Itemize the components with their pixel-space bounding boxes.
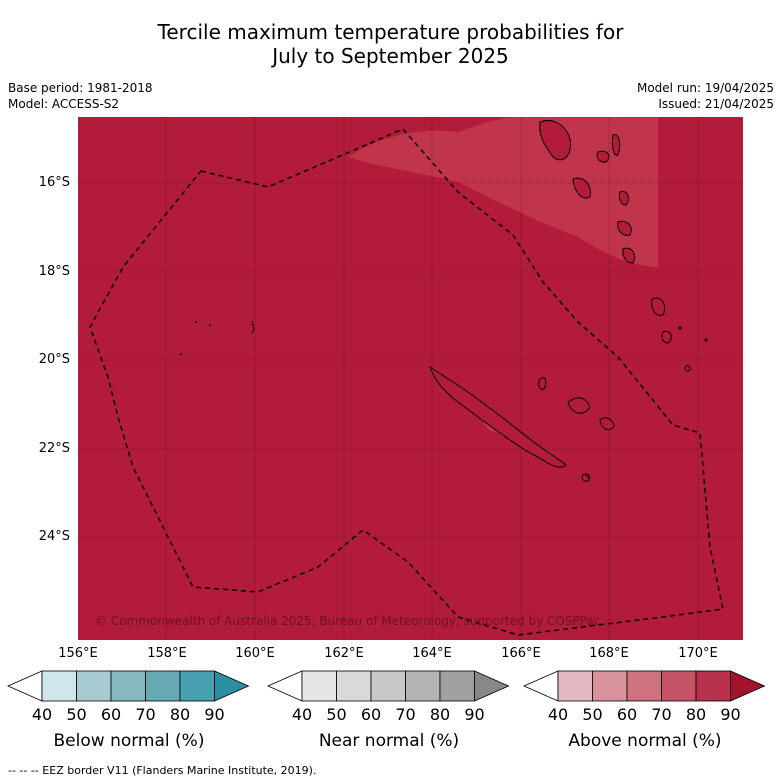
colorbar-under-arrow (523, 670, 559, 702)
copyright-notice: © Commonwealth of Australia 2025, Bureau… (95, 614, 601, 628)
epi-island (618, 190, 629, 206)
colorbar-tick-label: 60 (616, 705, 638, 724)
base-period: Base period: 1981-2018 (8, 81, 153, 95)
colorbar-tick-label: 90 (464, 705, 485, 724)
colorbar-tick-label: 40 (547, 705, 569, 724)
colorbar-segment (557, 670, 593, 702)
colorbar-tick-label: 90 (204, 705, 225, 724)
colorbar-segment (179, 670, 215, 702)
tanna-island (651, 297, 666, 316)
colorbar-segment (626, 670, 662, 702)
colorbar-segment (41, 670, 77, 702)
colorbar-segment (336, 670, 372, 702)
map-title-line1: Tercile maximum temperature probabilitie… (157, 20, 624, 44)
above-normal-70-region (348, 117, 658, 267)
ouvea-island (538, 377, 547, 390)
ambae-island (596, 150, 610, 163)
colorbar-segment (145, 670, 181, 702)
eez-footnote: -- -- -- EEZ border V11 (Flanders Marine… (8, 764, 317, 777)
lon-label-164e: 164°E (412, 646, 452, 661)
colorbars-svg (7, 670, 766, 702)
map-area: © Commonwealth of Australia 2025, Bureau… (78, 117, 743, 640)
malakula-island (572, 177, 592, 199)
colorbar-tick-label: 60 (360, 705, 382, 724)
lat-label-18s: 18°S (38, 264, 70, 279)
lon-label-168e: 168°E (589, 646, 629, 661)
small-islet-1 (195, 321, 197, 323)
matthew-island (585, 474, 591, 480)
colorbar-segment (301, 670, 337, 702)
colorbar-tick-label: 80 (169, 705, 191, 724)
colorbar-tick-label: 40 (31, 705, 53, 724)
colorbar-tick-label: 50 (66, 705, 87, 724)
new-caledonia-island (428, 365, 567, 468)
colorbar-tick-label: 80 (429, 705, 451, 724)
colorbar-segment (76, 670, 112, 702)
graticule (78, 117, 743, 640)
colorbar-segment (110, 670, 146, 702)
small-islet-5 (678, 326, 682, 330)
lon-label-170e: 170°E (678, 646, 718, 661)
colorbar-tick-label: 80 (685, 705, 707, 724)
small-islet-3 (180, 353, 182, 355)
colorbar-segment (405, 670, 441, 702)
chesterfield-reef (251, 320, 255, 334)
near-normal-colorbar (267, 670, 510, 702)
colorbar-under-arrow (267, 670, 303, 702)
colorbar-tick-label: 50 (326, 705, 347, 724)
eez-border (89, 128, 724, 636)
espiritu-santo-island (539, 120, 572, 161)
mare-island (599, 417, 615, 430)
aneityum-island (661, 330, 672, 344)
lon-label-160e: 160°E (235, 646, 275, 661)
lon-label-162e: 162°E (324, 646, 364, 661)
below-normal-colorbar (7, 670, 250, 702)
colorbar-segment (439, 670, 475, 702)
lon-label-156e: 156°E (58, 646, 98, 661)
small-islet-2 (209, 324, 211, 326)
colorbar-segment (661, 670, 697, 702)
pentecost-island (611, 133, 621, 156)
issued-date: Issued: 21/04/2025 (658, 97, 774, 111)
map-title-line2: July to September 2025 (272, 44, 509, 68)
colorbar-tick-label: 60 (100, 705, 122, 724)
colorbar-tick-label: 70 (135, 705, 156, 724)
walpole-island (684, 365, 691, 372)
below-normal-label: Below normal (%) (53, 731, 205, 751)
colorbar-tick-label: 50 (582, 705, 603, 724)
colorbar-tick-label: 70 (651, 705, 672, 724)
lat-label-16s: 16°S (38, 175, 70, 190)
above-normal-colorbar (523, 670, 766, 702)
near-normal-label: Near normal (%) (318, 731, 460, 751)
lon-label-166e: 166°E (501, 646, 541, 661)
small-islet-4 (704, 338, 708, 342)
lat-label-24s: 24°S (38, 529, 70, 544)
colorbar-over-arrow (214, 670, 250, 702)
lon-label-158e: 158°E (147, 646, 187, 661)
model-name: Model: ACCESS-S2 (8, 97, 120, 111)
colorbar-under-arrow (7, 670, 43, 702)
above-normal-label: Above normal (%) (568, 731, 722, 751)
colorbar-over-arrow (474, 670, 510, 702)
model-run-date: Model run: 19/04/2025 (636, 81, 774, 95)
colorbar-tick-label: 40 (291, 705, 313, 724)
colorbar-segment (695, 670, 731, 702)
lat-label-22s: 22°S (38, 441, 70, 456)
colorbar-over-arrow (730, 670, 766, 702)
colorbar-segment (592, 670, 628, 702)
efate-island (617, 220, 632, 236)
colorbar-segment (370, 670, 406, 702)
map-svg (78, 117, 743, 640)
colorbar-tick-label: 70 (395, 705, 416, 724)
lat-label-20s: 20°S (38, 352, 70, 367)
lifou-island (567, 397, 591, 414)
isle-of-pines (581, 473, 591, 482)
colorbar-tick-label: 90 (720, 705, 741, 724)
erromango-island (622, 247, 636, 264)
